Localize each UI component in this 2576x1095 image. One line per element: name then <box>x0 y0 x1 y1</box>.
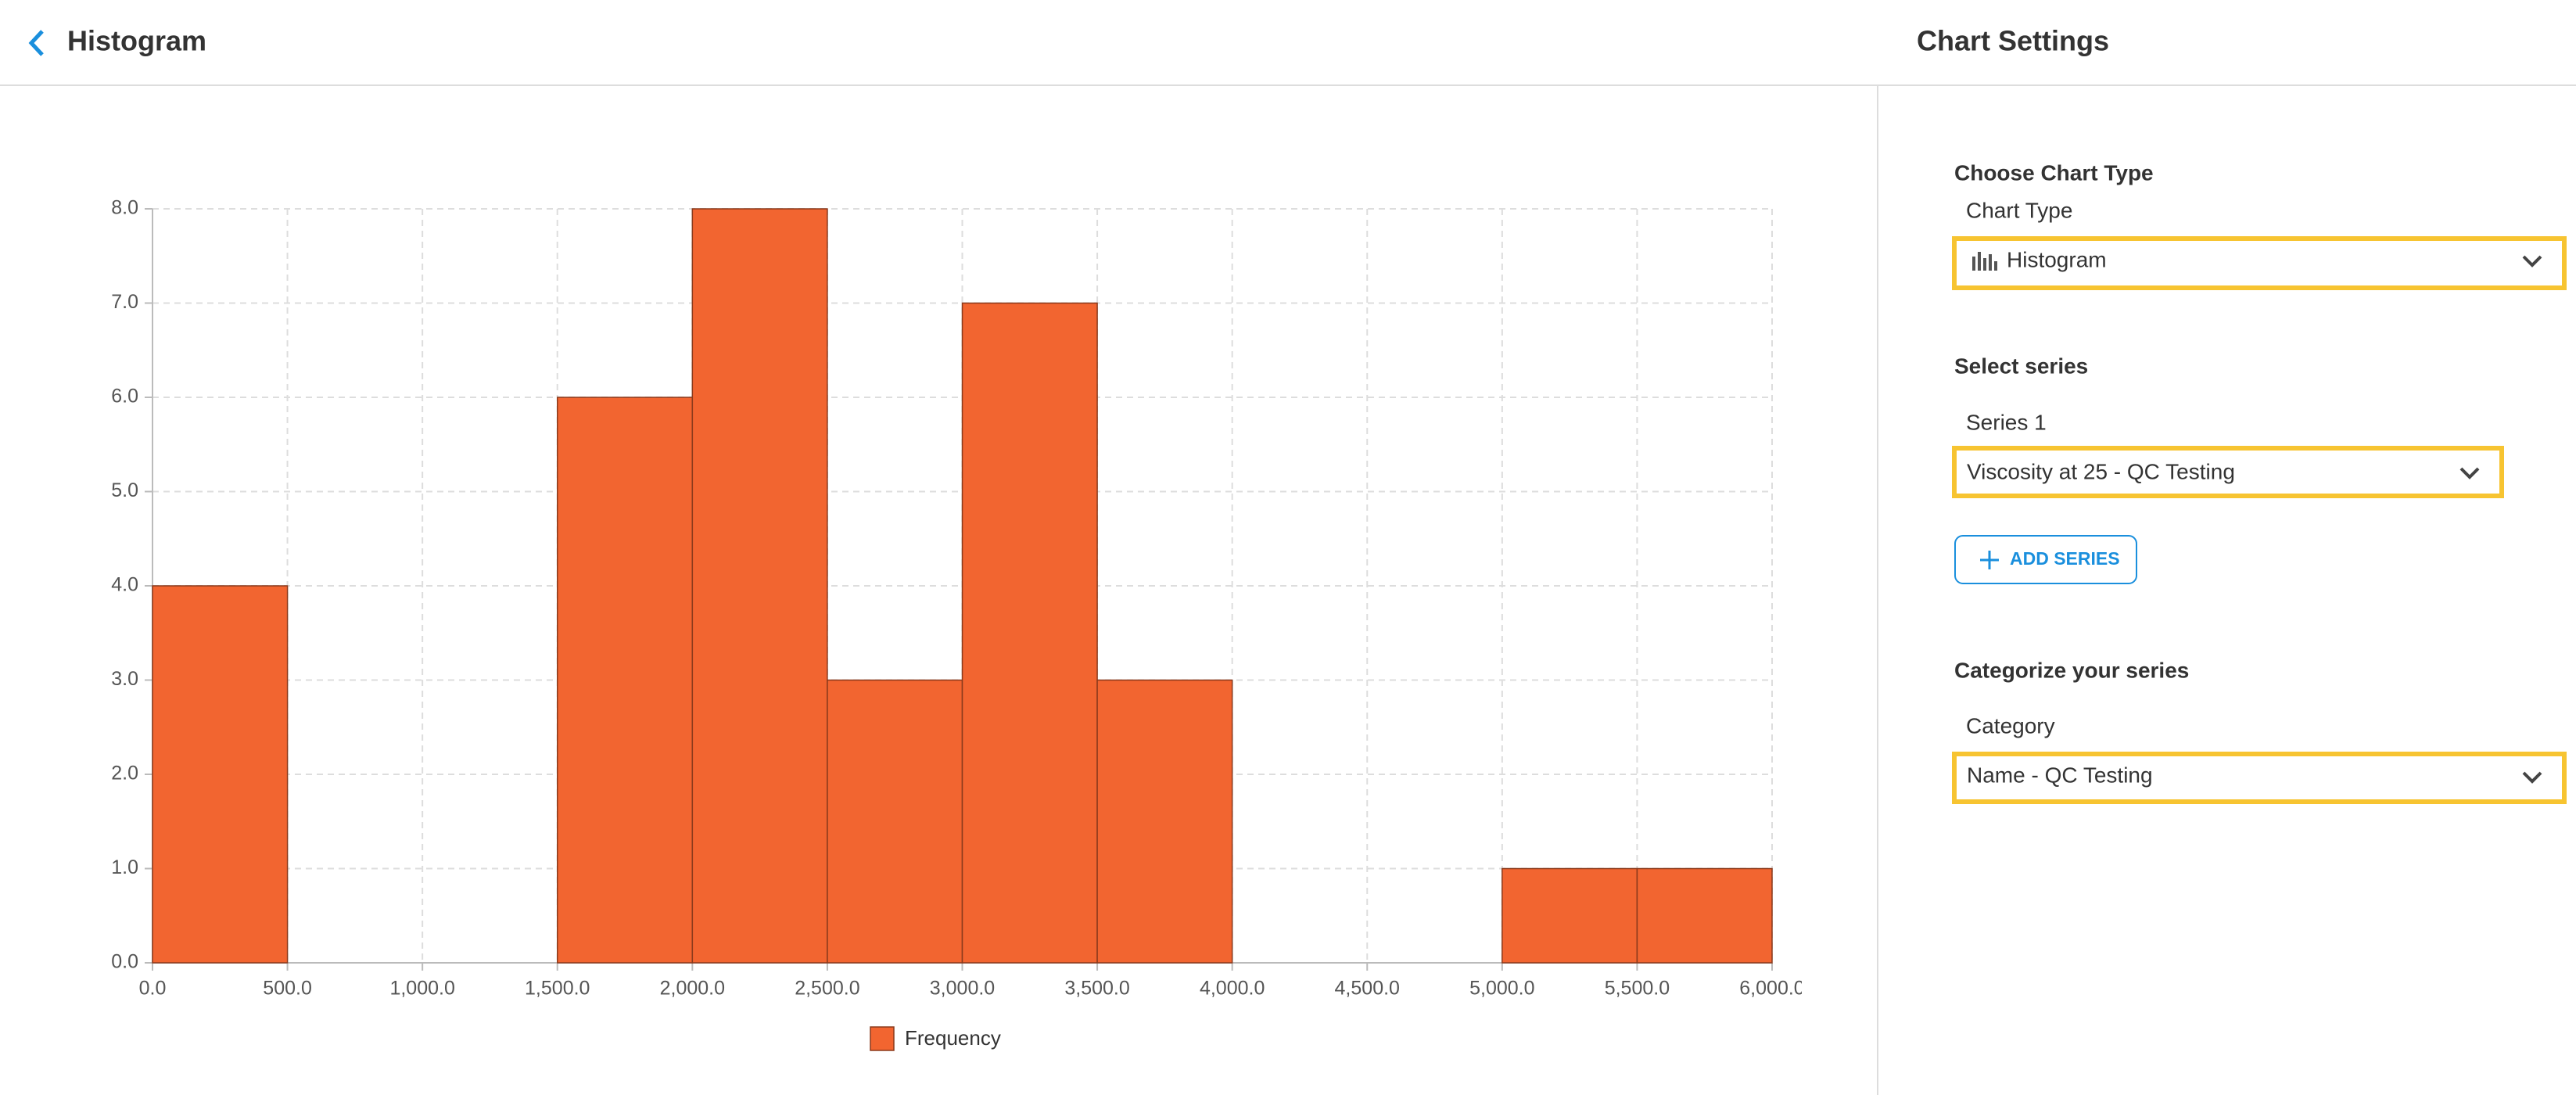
y-tick-label: 6.0 <box>111 386 138 407</box>
chevron <box>2522 771 2542 784</box>
page-title: Histogram <box>67 25 206 57</box>
y-tick-label: 1.0 <box>111 856 138 878</box>
section-title: Categorize your series <box>1954 658 2189 682</box>
bar <box>152 585 289 964</box>
chevron <box>2459 467 2480 479</box>
legend-label: Frequency <box>905 1026 1001 1050</box>
select-value: Histogram <box>2007 247 2107 271</box>
bar <box>1636 867 1773 964</box>
field-label: Chart Type <box>1966 198 2072 222</box>
x-tick-label: 2,500.0 <box>795 978 859 1000</box>
plus-icon <box>1980 551 1999 569</box>
bar <box>557 397 694 964</box>
x-tick-label: 5,000.0 <box>1469 978 1534 1000</box>
back-button[interactable] <box>28 30 44 56</box>
y-tick-label: 4.0 <box>111 574 138 596</box>
histogram-icon <box>1972 252 1997 271</box>
x-tick-label: 4,000.0 <box>1200 978 1265 1000</box>
section-title: Select series <box>1954 354 2088 378</box>
y-tick-label: 3.0 <box>111 668 138 690</box>
y-tick-label: 7.0 <box>111 291 138 313</box>
field-label: Series 1 <box>1966 410 2047 434</box>
button-label: ADD SERIES <box>2010 548 2120 569</box>
x-tick-label: 0.0 <box>139 978 167 1000</box>
field-label: Category <box>1966 713 2055 738</box>
series-select[interactable] <box>1952 446 2504 498</box>
x-tick-label: 1,000.0 <box>389 978 454 1000</box>
x-tick-label: 3,500.0 <box>1064 978 1129 1000</box>
chart-type-select[interactable] <box>1952 236 2567 290</box>
y-tick-label: 0.0 <box>111 951 138 973</box>
bar <box>961 302 1098 964</box>
chart: 0.0 1.0 2.0 3.0 4.0 5.0 6.0 7.0 8.0 0.0 500.0 1,000… <box>111 197 1804 1051</box>
select-value: Name - QC Testing <box>1967 763 2153 787</box>
x-tick-label: 500.0 <box>263 978 312 1000</box>
bar <box>1096 679 1233 964</box>
add-series-button[interactable] <box>1954 535 2137 584</box>
x-tick-label: 2,000.0 <box>660 978 725 1000</box>
bar <box>827 679 963 964</box>
section-title: Choose Chart Type <box>1954 160 2154 185</box>
x-tick-label: 4,500.0 <box>1335 978 1400 1000</box>
x-tick-label: 6,000.0 <box>1739 978 1804 1000</box>
chevron <box>2522 255 2542 267</box>
y-tick-label: 8.0 <box>111 197 138 219</box>
x-tick-label: 5,500.0 <box>1605 978 1670 1000</box>
x-tick-label: 3,000.0 <box>930 978 995 1000</box>
category-select[interactable] <box>1952 752 2567 804</box>
x-tick-label: 1,500.0 <box>525 978 590 1000</box>
bar <box>1501 867 1638 964</box>
y-tick-label: 5.0 <box>111 479 138 501</box>
bar <box>691 208 828 964</box>
select-value: Viscosity at 25 - QC Testing <box>1967 459 2235 483</box>
settings-title: Chart Settings <box>1917 25 2109 57</box>
legend-swatch <box>870 1026 895 1051</box>
y-tick-label: 2.0 <box>111 763 138 784</box>
